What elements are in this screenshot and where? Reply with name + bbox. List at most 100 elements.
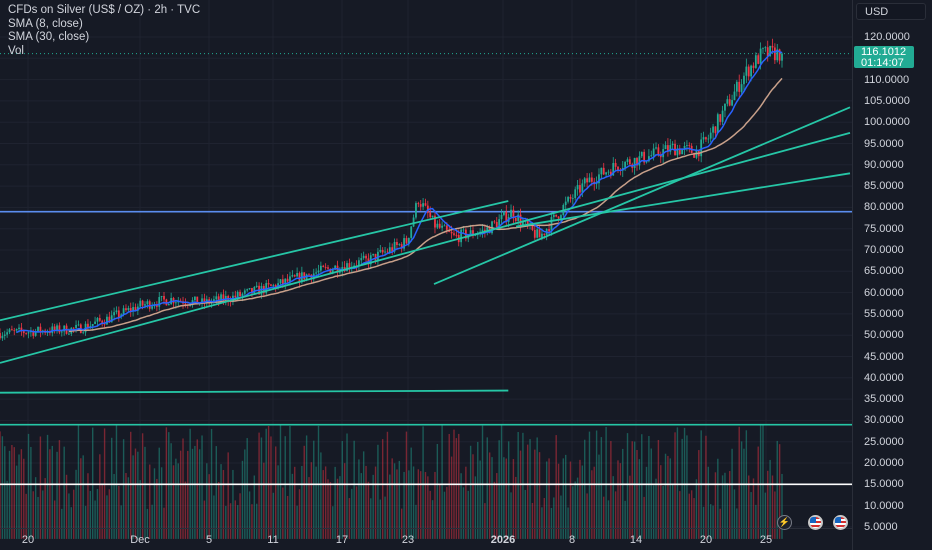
volume-bar	[296, 505, 298, 539]
symbol-title[interactable]: CFDs on Silver (US$ / OZ) · 2h · TVC	[8, 4, 201, 16]
volume-bar	[49, 449, 51, 539]
candle-body	[776, 49, 779, 61]
volume-bar	[764, 492, 767, 539]
price-axis[interactable]	[852, 0, 932, 550]
volume-bar	[462, 487, 465, 539]
volume-bar	[543, 498, 546, 539]
currency-button[interactable]: USD	[856, 3, 926, 20]
candle-body	[560, 215, 562, 219]
price-tick-label: 25.0000	[864, 435, 904, 448]
candle-body	[396, 241, 398, 245]
volume-bar	[731, 448, 733, 539]
volume-bar	[246, 438, 248, 539]
volume-bar	[362, 451, 365, 539]
volume-bar	[25, 493, 27, 539]
candle-body	[155, 305, 158, 307]
bolt-icon[interactable]: ⚡	[777, 515, 792, 530]
candle-body	[279, 279, 282, 284]
volume-bar	[603, 496, 605, 539]
volume-bar	[191, 448, 194, 539]
candle-body	[754, 55, 757, 68]
candle-body	[462, 229, 465, 231]
volume-bar	[724, 472, 726, 539]
volume-bar	[263, 462, 265, 539]
volume-bar	[34, 477, 37, 539]
candle-body	[472, 230, 474, 236]
candle-body	[139, 300, 142, 307]
candle-body	[429, 212, 432, 218]
volume-bar	[626, 433, 629, 539]
candle-body	[25, 333, 28, 334]
candle-body	[522, 221, 524, 226]
candle-body	[614, 162, 617, 167]
volume-bar	[560, 495, 562, 539]
sma-slow-legend[interactable]: SMA (30, close)	[8, 31, 90, 43]
candle-body	[96, 318, 99, 322]
volume-bar	[327, 479, 329, 539]
volume-bar	[291, 473, 294, 539]
candle-body	[405, 238, 408, 244]
volume-bar	[400, 508, 403, 539]
candle-body	[588, 177, 591, 183]
candle-body	[719, 114, 722, 122]
volume-bar	[113, 474, 115, 539]
candle-body	[94, 321, 96, 324]
candle-body	[650, 155, 653, 157]
volume-bar	[379, 499, 382, 539]
time-axis[interactable]	[0, 528, 852, 550]
candle-body	[700, 139, 703, 157]
us-flag-icon[interactable]	[808, 515, 823, 530]
candle-body	[669, 145, 672, 152]
volume-bar	[229, 503, 232, 539]
candle-body	[716, 114, 719, 134]
candle-body	[15, 328, 18, 331]
volume-bar	[348, 498, 351, 539]
us-flag-icon[interactable]	[833, 515, 848, 530]
candle-body	[438, 223, 441, 228]
volume-bar	[63, 446, 65, 539]
candle-body	[738, 81, 741, 92]
candle-body	[388, 247, 391, 253]
candle-body	[163, 296, 165, 300]
candle-body	[612, 162, 615, 176]
volume-bar	[569, 461, 572, 539]
candle-body	[184, 303, 187, 305]
volume-bar	[56, 451, 58, 539]
volume-bar	[538, 452, 541, 539]
volume-bar	[762, 424, 764, 539]
volume-bar	[664, 453, 667, 539]
candle-body	[393, 241, 396, 252]
candle-body	[151, 306, 154, 309]
volume-bar	[160, 467, 163, 539]
volume-bar	[726, 483, 729, 539]
volume-bar	[565, 454, 567, 539]
volume-bar	[412, 466, 415, 539]
sma-fast-legend[interactable]: SMA (8, close)	[8, 17, 83, 30]
candle-body	[129, 308, 132, 312]
candle-body	[531, 224, 534, 230]
volume-bar	[294, 466, 296, 539]
candle-body	[605, 172, 608, 175]
candle-body	[296, 273, 299, 277]
last-price-label: 116.1012 01:14:07	[854, 46, 914, 69]
volume-bar	[106, 495, 108, 539]
volume-legend[interactable]: Vol	[8, 44, 24, 57]
candle-body	[113, 312, 115, 316]
bar-countdown: 01:14:07	[861, 57, 904, 69]
candle-body	[60, 331, 63, 333]
volume-bar	[605, 426, 607, 539]
candle-body	[543, 233, 546, 235]
candle-body	[189, 305, 192, 306]
candle-body	[676, 148, 679, 156]
volume-bar	[474, 476, 477, 539]
volume-bar	[341, 441, 343, 539]
volume-bar	[403, 471, 405, 539]
candle-body	[441, 225, 444, 228]
volume-bar	[503, 457, 505, 539]
candle-body	[548, 229, 550, 232]
volume-bar	[572, 486, 574, 539]
candle-body	[714, 126, 717, 134]
volume-bar	[244, 449, 246, 539]
volume-bar	[91, 427, 94, 539]
